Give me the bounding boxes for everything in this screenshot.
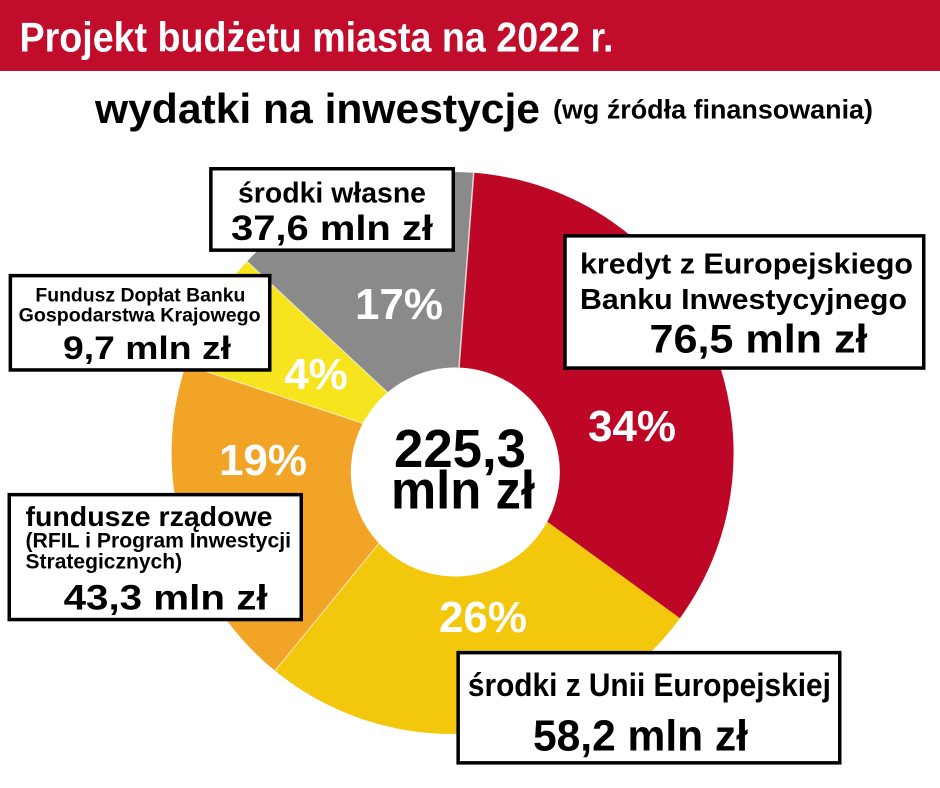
svg-text:(wg źródła finansowania): (wg źródła finansowania) xyxy=(553,95,873,125)
svg-text:środki własne: środki własne xyxy=(238,178,426,210)
svg-text:34%: 34% xyxy=(588,402,676,451)
svg-text:Gospodarstwa Krajowego: Gospodarstwa Krajowego xyxy=(19,305,261,327)
svg-text:Projekt budżetu miasta na 2022: Projekt budżetu miasta na 2022 r. xyxy=(20,14,614,61)
svg-text:225,3: 225,3 xyxy=(394,419,526,479)
svg-text:fundusze rządowe: fundusze rządowe xyxy=(26,501,273,532)
svg-text:środki z Unii Europejskiej: środki z Unii Europejskiej xyxy=(468,667,831,703)
svg-text:43,3 mln zł: 43,3 mln zł xyxy=(64,579,268,618)
svg-text:kredyt z Europejskiego: kredyt z Europejskiego xyxy=(580,249,913,281)
svg-text:26%: 26% xyxy=(439,593,527,642)
svg-text:Fundusz Dopłat Banku: Fundusz Dopłat Banku xyxy=(35,285,245,307)
svg-text:17%: 17% xyxy=(355,280,443,329)
svg-text:58,2 mln zł: 58,2 mln zł xyxy=(533,712,748,761)
svg-text:9,7 mln zł: 9,7 mln zł xyxy=(63,330,231,366)
svg-text:19%: 19% xyxy=(219,436,307,485)
svg-text:76,5 mln zł: 76,5 mln zł xyxy=(650,317,868,361)
svg-text:37,6 mln zł: 37,6 mln zł xyxy=(231,209,433,248)
svg-text:Banku Inwestycyjnego: Banku Inwestycyjnego xyxy=(580,284,907,316)
svg-text:4%: 4% xyxy=(284,350,348,399)
svg-text:(RFIL i Program Inwestycji: (RFIL i Program Inwestycji xyxy=(26,530,292,553)
svg-text:wydatki na inwestycje: wydatki na inwestycje xyxy=(94,85,540,132)
svg-text:mln zł: mln zł xyxy=(391,461,535,521)
svg-text:Strategicznych): Strategicznych) xyxy=(26,551,183,574)
